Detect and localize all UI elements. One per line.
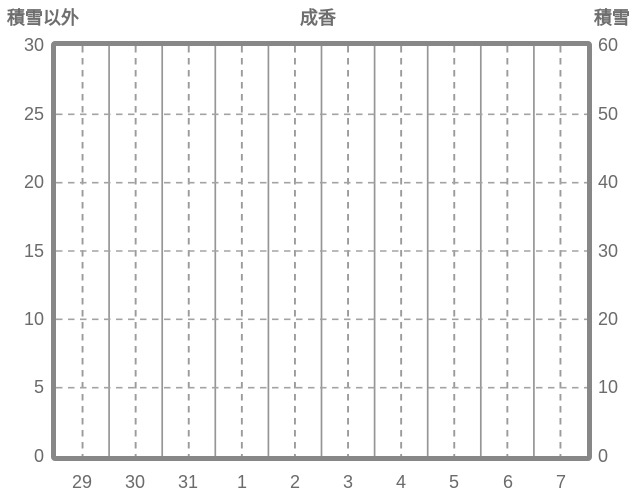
- y-tick-right: 20: [598, 309, 619, 329]
- right-axis-title: 積雪: [594, 8, 630, 28]
- x-tick: 2: [289, 472, 300, 492]
- y-tick-left: 0: [33, 446, 44, 466]
- x-tick: 4: [395, 472, 406, 492]
- y-tick-left: 10: [23, 309, 44, 329]
- y-tick-right: 60: [598, 35, 619, 55]
- y-tick-right: 30: [598, 241, 619, 261]
- y-tick-left: 20: [23, 172, 44, 192]
- y-tick-left: 30: [23, 35, 44, 55]
- y-tick-right: 40: [598, 172, 619, 192]
- chart-title: 成香: [300, 8, 336, 28]
- y-tick-left: 25: [23, 104, 44, 124]
- y-tick-right: 0: [598, 446, 609, 466]
- x-tick: 7: [555, 472, 566, 492]
- y-tick-left: 15: [23, 241, 44, 261]
- left-axis-title: 積雪以外: [7, 8, 79, 28]
- grid-lines: [56, 46, 587, 456]
- x-tick: 1: [236, 472, 247, 492]
- y-tick-right: 50: [598, 104, 619, 124]
- x-tick: 30: [124, 472, 146, 492]
- plot-area: [51, 41, 592, 461]
- x-tick: 3: [342, 472, 353, 492]
- x-tick: 5: [448, 472, 459, 492]
- y-tick-right: 10: [598, 377, 619, 397]
- x-tick: 29: [71, 472, 93, 492]
- y-tick-left: 5: [33, 377, 44, 397]
- x-tick: 31: [177, 472, 199, 492]
- x-tick: 6: [502, 472, 513, 492]
